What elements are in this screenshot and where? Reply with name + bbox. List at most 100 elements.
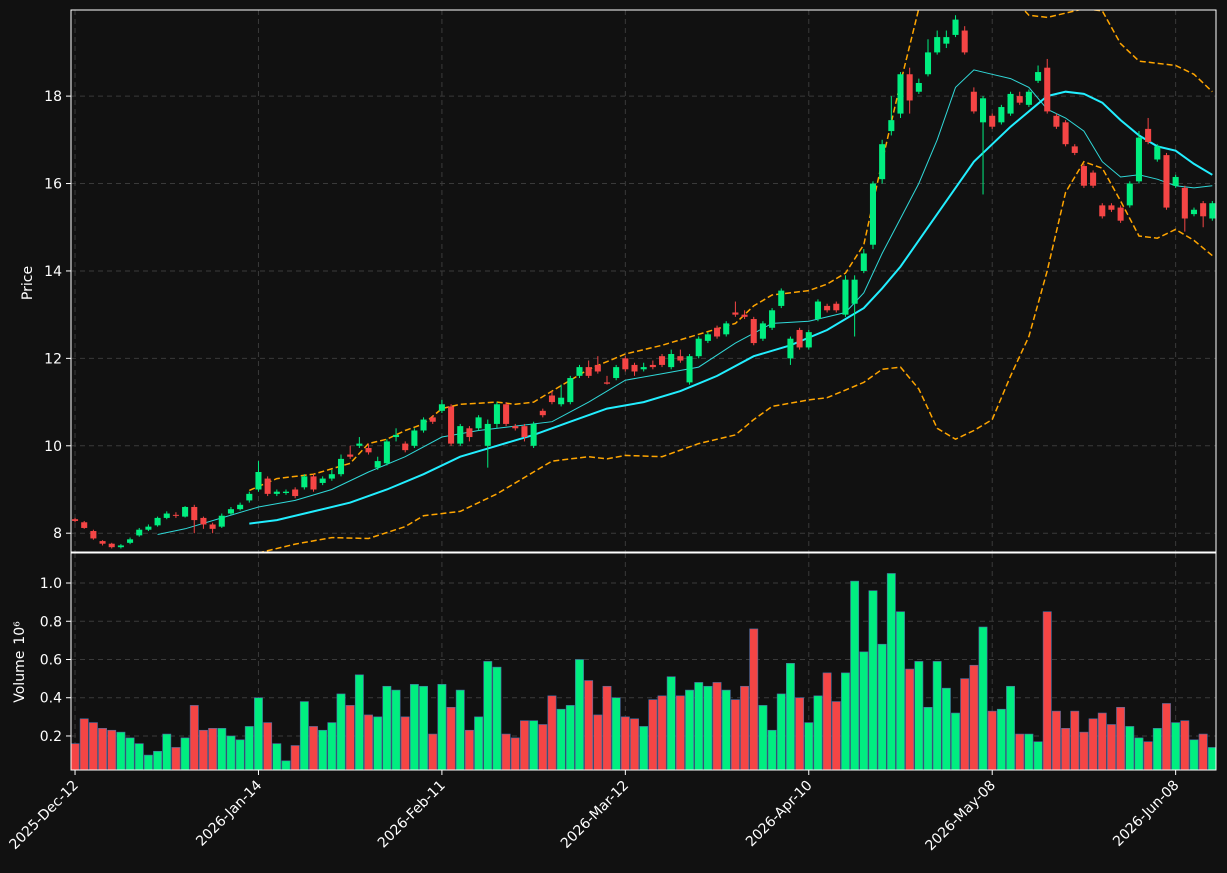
- volume-bar: [354, 674, 364, 770]
- indicator-line: [259, 160, 1213, 552]
- candle-body: [127, 539, 134, 543]
- volume-bar: [79, 718, 89, 770]
- volume-bar: [345, 705, 355, 770]
- volume-bar: [1116, 706, 1126, 770]
- volume-bar: [1162, 703, 1171, 770]
- volume-bar: [575, 659, 584, 770]
- volume-bar: [464, 729, 474, 770]
- volume-bar: [648, 699, 658, 770]
- volume-bar: [1070, 710, 1080, 770]
- volume-offset-label: 10⁶: [12, 621, 28, 645]
- candle-body: [1154, 146, 1161, 160]
- volume-bar: [1180, 720, 1190, 770]
- candle-body: [402, 443, 409, 451]
- volume-bar: [208, 728, 218, 770]
- candle-body: [1007, 93, 1014, 114]
- candle-body: [1025, 91, 1032, 105]
- candle-body: [686, 356, 693, 383]
- candle-body: [438, 404, 445, 411]
- volume-bar: [905, 668, 915, 770]
- volume-bar: [620, 716, 630, 770]
- candle-body: [347, 454, 354, 457]
- candle-body: [833, 303, 840, 311]
- candle-body: [420, 419, 427, 431]
- volume-bar: [1107, 724, 1116, 770]
- candle-body: [842, 279, 849, 315]
- candle-body: [814, 301, 821, 320]
- candle-body: [677, 356, 684, 361]
- candle-body: [934, 37, 941, 53]
- candle-body: [292, 489, 299, 497]
- volume-bar: [171, 747, 181, 770]
- volume-bar: [941, 687, 951, 770]
- volume-bar: [263, 722, 273, 770]
- candle-body: [301, 476, 308, 488]
- candle-body: [457, 426, 464, 444]
- volume-bar: [1033, 741, 1043, 770]
- candle-body: [163, 513, 170, 518]
- volume-bar: [831, 701, 841, 770]
- candle-body: [897, 74, 904, 114]
- volume-bar: [510, 737, 520, 770]
- candle-body: [796, 329, 803, 348]
- volume-bar: [694, 682, 704, 770]
- candle-body: [1071, 146, 1078, 153]
- volume-bar: [428, 733, 438, 770]
- candle-body: [989, 115, 996, 127]
- candle-body: [998, 107, 1005, 123]
- candle-body: [1126, 183, 1133, 206]
- volume-bar: [786, 663, 795, 770]
- volume-bar: [896, 611, 905, 770]
- candle-body: [759, 323, 766, 339]
- volume-bar: [272, 743, 282, 770]
- y-tick-label: 12: [44, 351, 62, 367]
- price-frame: [70, 9, 1217, 553]
- y-tick-label: 14: [44, 264, 62, 280]
- volume-bar: [98, 728, 107, 770]
- candle-body: [237, 504, 244, 510]
- candle-body: [1053, 115, 1060, 127]
- volume-bar: [134, 743, 144, 770]
- candle-body: [585, 367, 592, 376]
- candle-body: [1190, 209, 1198, 215]
- volume-bar: [254, 697, 263, 770]
- candle-body: [328, 474, 335, 479]
- candle-body: [1108, 205, 1115, 210]
- candle-body: [475, 417, 482, 429]
- candle-body: [860, 253, 867, 271]
- candle-body: [567, 378, 574, 403]
- candle-body: [924, 52, 932, 75]
- y-tick-label: 8: [53, 526, 62, 542]
- volume-bar: [1042, 611, 1052, 770]
- volume-bar: [318, 729, 328, 770]
- volume-bar: [639, 726, 649, 770]
- candle-body: [365, 447, 372, 453]
- volume-bar: [1189, 739, 1199, 770]
- candle-body: [273, 491, 280, 494]
- volume-bar: [657, 695, 667, 770]
- volume-bar: [584, 680, 594, 770]
- volume-bar: [373, 716, 383, 770]
- candle-body: [218, 515, 225, 527]
- candle-body: [108, 543, 115, 548]
- volume-bar: [529, 720, 539, 770]
- candle-body: [503, 404, 510, 424]
- volume-bar: [996, 708, 1006, 770]
- candle-body: [659, 356, 666, 365]
- y-tick-label: 0.4: [40, 691, 62, 707]
- volume-bar: [520, 720, 529, 770]
- candle-body: [383, 441, 390, 464]
- volume-bar: [281, 760, 291, 770]
- volume-bar: [703, 685, 713, 770]
- candle-body: [1035, 72, 1042, 81]
- volume-bar: [299, 701, 309, 770]
- volume-bar: [951, 712, 960, 770]
- candle-body: [356, 443, 363, 446]
- candle-body: [81, 522, 88, 528]
- candle-body: [704, 334, 711, 341]
- candle-body: [319, 478, 326, 483]
- volume-bar: [841, 672, 850, 770]
- candle-body: [521, 426, 528, 438]
- candle-body: [622, 358, 629, 370]
- candle-body: [539, 410, 546, 416]
